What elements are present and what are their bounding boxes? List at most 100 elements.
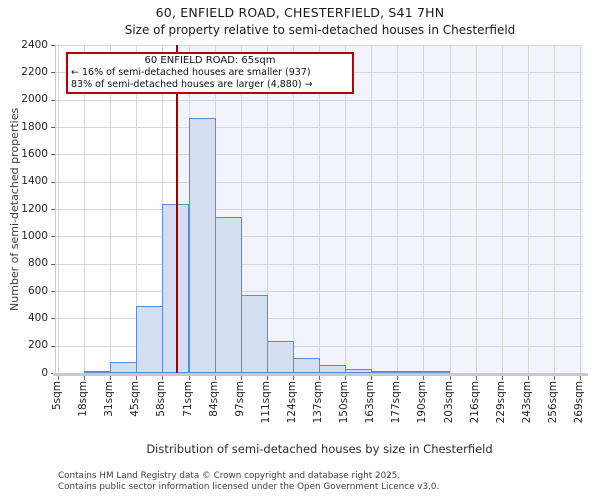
y-tick-mark <box>51 154 55 156</box>
y-tick-mark <box>51 127 55 128</box>
y-tick-label: 0 <box>41 366 48 379</box>
chart-title: 60, ENFIELD ROAD, CHESTERFIELD, S41 7HN <box>155 5 445 20</box>
x-tick-mark <box>292 376 294 380</box>
x-tick-label: 137sqm <box>312 381 324 424</box>
x-tick-label: 203sqm <box>442 381 455 424</box>
y-tick-mark <box>51 291 55 292</box>
x-tick-label: 45sqm <box>129 381 142 417</box>
histogram-bar <box>292 357 320 373</box>
y-tick-mark <box>51 99 55 101</box>
x-gridline <box>136 45 138 373</box>
x-gridline <box>371 45 373 373</box>
annotation-larger-line: 83% of semi-detached houses are larger (… <box>71 78 313 90</box>
x-tick-label: 18sqm <box>77 381 90 417</box>
x-gridline <box>345 45 347 373</box>
histogram-bar <box>240 295 268 373</box>
y-tick-label: 400 <box>27 311 48 324</box>
x-gridline <box>501 45 503 373</box>
plot-area: 60 ENFIELD ROAD: 65sqm ← 16% of semi-det… <box>56 45 583 373</box>
x-gridline <box>58 45 59 373</box>
chart-area: 60, ENFIELD ROAD, CHESTERFIELD, S41 7HN … <box>8 5 588 456</box>
x-gridline <box>319 45 320 373</box>
y-tick-label: 2200 <box>21 65 48 78</box>
y-tick-label: 2000 <box>21 93 48 106</box>
x-tick-label: 256sqm <box>546 381 559 424</box>
y-tick-mark <box>51 209 55 210</box>
x-tick-mark <box>240 376 242 380</box>
x-tick-mark <box>266 376 268 380</box>
y-tick-mark <box>51 236 55 238</box>
y-tick-label: 200 <box>27 339 48 352</box>
x-gridline <box>580 45 581 373</box>
y-axis-spine <box>55 45 56 373</box>
x-tick-mark <box>345 376 347 380</box>
x-tick-label: 243sqm <box>520 381 533 424</box>
x-tick-mark <box>84 376 86 380</box>
x-gridline <box>397 45 399 373</box>
x-axis-title: Distribution of semi-detached houses by … <box>146 442 493 456</box>
x-tick-label: 31sqm <box>103 381 116 417</box>
x-tick-mark <box>397 376 399 380</box>
x-tick-mark <box>371 376 373 380</box>
x-tick-mark <box>110 376 112 380</box>
footer-line-1: Contains HM Land Registry data © Crown c… <box>58 471 401 481</box>
y-tick-label: 2400 <box>21 38 48 51</box>
x-tick-mark <box>449 376 451 380</box>
histogram-bar <box>214 217 242 373</box>
x-tick-mark <box>423 376 425 380</box>
x-tick-label: 71sqm <box>181 381 194 417</box>
y-tick-label: 1200 <box>21 202 48 215</box>
x-tick-mark <box>527 376 529 380</box>
x-tick-mark <box>188 376 190 380</box>
x-tick-label: 111sqm <box>259 381 272 424</box>
x-tick-mark <box>136 376 138 380</box>
chart-subtitle: Size of property relative to semi-detach… <box>124 23 516 37</box>
x-gridline <box>240 45 242 373</box>
y-tick-mark <box>51 345 55 347</box>
y-tick-label: 800 <box>27 257 48 270</box>
y-tick-mark <box>51 263 55 265</box>
x-tick-label: 163sqm <box>364 381 377 424</box>
y-tick-mark <box>51 318 55 320</box>
annotation-smaller-line: ← 16% of semi-detached houses are smalle… <box>71 67 311 78</box>
x-tick-label: 216sqm <box>468 381 481 424</box>
histogram-bar <box>188 118 216 373</box>
footer-attribution: Contains HM Land Registry data © Crown c… <box>58 471 439 492</box>
x-gridline <box>423 45 425 373</box>
y-tick-mark <box>51 181 55 183</box>
x-tick-mark <box>319 376 320 380</box>
x-gridline <box>449 45 451 373</box>
histogram-bar <box>423 371 451 373</box>
y-tick-mark <box>51 45 55 46</box>
x-tick-mark <box>553 376 555 380</box>
x-tick-mark <box>162 376 164 380</box>
histogram-bar <box>345 368 373 373</box>
y-tick-label: 1800 <box>21 120 48 133</box>
y-tick-label: 1600 <box>21 147 48 160</box>
x-tick-mark <box>214 376 216 380</box>
x-tick-label: 58sqm <box>155 381 168 417</box>
y-tick-label: 600 <box>27 284 48 297</box>
x-tick-label: 190sqm <box>416 381 429 424</box>
histogram-bar <box>110 362 138 373</box>
x-tick-label: 5sqm <box>51 381 63 411</box>
x-axis-spine <box>53 373 588 376</box>
annotation-property-line: 60 ENFIELD ROAD: 65sqm <box>144 55 276 66</box>
histogram-bar <box>266 340 294 373</box>
y-tick-label: 1400 <box>21 175 48 188</box>
x-tick-label: 269sqm <box>573 381 585 424</box>
x-tick-label: 124sqm <box>285 381 298 424</box>
x-gridline <box>527 45 529 373</box>
x-gridline <box>475 45 477 373</box>
x-gridline <box>266 45 268 373</box>
x-tick-label: 229sqm <box>494 381 507 424</box>
x-gridline <box>292 45 294 373</box>
x-tick-label: 84sqm <box>207 381 220 417</box>
x-gridline <box>553 45 555 373</box>
y-tick-mark <box>51 72 55 74</box>
x-tick-label: 97sqm <box>233 381 246 417</box>
y-tick-label: 1000 <box>21 229 48 242</box>
property-size-marker-line <box>175 45 178 373</box>
x-tick-mark <box>580 376 581 380</box>
